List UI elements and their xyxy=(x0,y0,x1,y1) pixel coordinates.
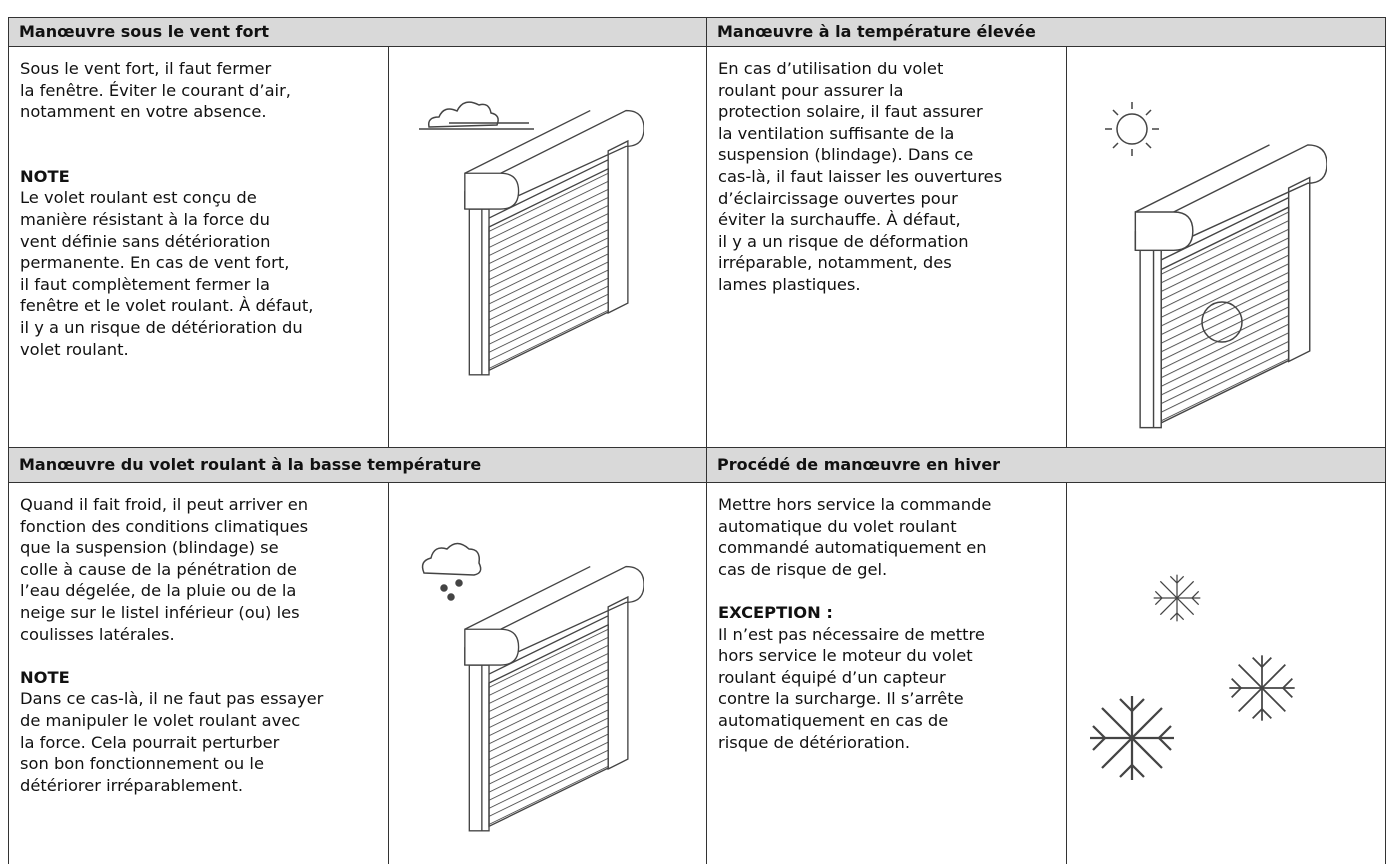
text-line: fonction des conditions climatiques xyxy=(20,516,309,536)
text-line: Il n’est pas nécessaire de mettre xyxy=(718,624,985,644)
paragraph-heading: EXCEPTION : xyxy=(718,602,833,622)
text-line: protection solaire, il faut assurer xyxy=(718,102,983,122)
text-line: Quand il fait froid, il peut arriver en xyxy=(20,495,309,514)
illustration-wind xyxy=(388,46,707,448)
text-line: il faut complètement fermer la xyxy=(20,274,271,294)
text-line: de manipuler le volet roulant avec xyxy=(20,710,301,730)
text-line: volet roulant. xyxy=(20,339,129,359)
section-header: Manœuvre sous le vent fort xyxy=(8,17,707,47)
text-line: éviter la surchauffe. À défaut, xyxy=(718,210,961,230)
section-header: Manœuvre du volet roulant à la basse tem… xyxy=(8,447,707,483)
text-line: contre la surcharge. Il s’arrête xyxy=(718,689,964,709)
text-line: la fenêtre. Éviter le courant d’air, xyxy=(20,80,291,100)
illustration-cold xyxy=(388,482,707,864)
text-line: Sous le vent fort, il faut fermer xyxy=(20,59,272,78)
text-line: En cas d’utilisation du volet xyxy=(718,59,944,78)
text-line: notamment en votre absence. xyxy=(20,102,267,122)
illustration xyxy=(1088,574,1296,782)
text-line: hors service le moteur du volet xyxy=(718,646,973,666)
section-text: Sous le vent fort, il faut fermer la fenê… xyxy=(8,46,389,448)
section-text: En cas d’utilisation du volet roulant pou… xyxy=(706,46,1067,448)
text-line: coulisses latérales. xyxy=(20,624,175,644)
illustration xyxy=(421,542,644,832)
text-line: l’eau dégelée, de la pluie ou de la xyxy=(20,581,297,601)
paragraph: NOTE Dans ce cas-là, il ne faut pas essay… xyxy=(20,667,388,797)
text-line: que la suspension (blindage) se xyxy=(20,538,279,558)
paragraph: EXCEPTION : Il n’est pas nécessaire de me… xyxy=(718,602,1066,753)
text-line: détériorer irréparablement. xyxy=(20,775,244,795)
paragraph: Quand il fait froid, il peut arriver en f… xyxy=(20,494,388,645)
text-line: cas de risque de gel. xyxy=(718,559,888,579)
text-line: la force. Cela pourrait perturber xyxy=(20,732,280,752)
section-text: Quand il fait froid, il peut arriver en f… xyxy=(8,482,389,864)
text-line: la ventilation suffisante de la xyxy=(718,123,955,143)
text-line: permanente. En cas de vent fort, xyxy=(20,253,290,273)
text-line: automatique du volet roulant xyxy=(718,516,957,536)
text-line: fenêtre et le volet roulant. À défaut, xyxy=(20,296,314,316)
illustration xyxy=(1105,102,1327,429)
paragraph: Sous le vent fort, il faut fermer la fenê… xyxy=(20,58,388,123)
text-line: lames plastiques. xyxy=(718,274,861,294)
paragraph: NOTE Le volet roulant est conçu de manière… xyxy=(20,166,388,360)
text-line: roulant pour assurer la xyxy=(718,80,904,100)
illustration-winter xyxy=(1066,482,1386,864)
text-line: commandé automatiquement en xyxy=(718,538,987,558)
text-line: neige sur le listel inférieur (ou) les xyxy=(20,602,300,622)
illustration xyxy=(419,101,644,376)
text-line: irréparable, notamment, des xyxy=(718,253,952,273)
text-line: Le volet roulant est conçu de xyxy=(20,188,257,208)
paragraph-heading: NOTE xyxy=(20,667,70,687)
text-line: il y a un risque de détérioration du xyxy=(20,317,303,337)
text-line: Dans ce cas-là, il ne faut pas essayer xyxy=(20,689,324,709)
illustration-sun xyxy=(1066,46,1386,448)
paragraph-heading: NOTE xyxy=(20,166,70,186)
paragraph: Mettre hors service la commande automatiq… xyxy=(718,494,1066,580)
text-line: son bon fonctionnement ou le xyxy=(20,754,264,774)
text-line: manière résistant à la force du xyxy=(20,209,270,229)
section-text: Mettre hors service la commande automatiq… xyxy=(706,482,1067,864)
text-line: colle à cause de la pénétration de xyxy=(20,559,297,579)
paragraph: En cas d’utilisation du volet roulant pou… xyxy=(718,58,1066,296)
text-line: risque de détérioration. xyxy=(718,732,911,752)
text-line: cas-là, il faut laisser les ouvertures xyxy=(718,166,1003,186)
text-line: Mettre hors service la commande xyxy=(718,495,992,514)
text-line: d’éclaircissage ouvertes pour xyxy=(718,188,958,208)
text-line: roulant équipé d’un capteur xyxy=(718,667,946,687)
section-header: Procédé de manœuvre en hiver xyxy=(706,447,1386,483)
text-line: il y a un risque de déformation xyxy=(718,231,969,251)
text-line: automatiquement en cas de xyxy=(718,710,949,730)
text-line: suspension (blindage). Dans ce xyxy=(718,145,974,165)
text-line: vent définie sans détérioration xyxy=(20,231,271,251)
section-header: Manœuvre à la température élevée xyxy=(706,17,1386,47)
